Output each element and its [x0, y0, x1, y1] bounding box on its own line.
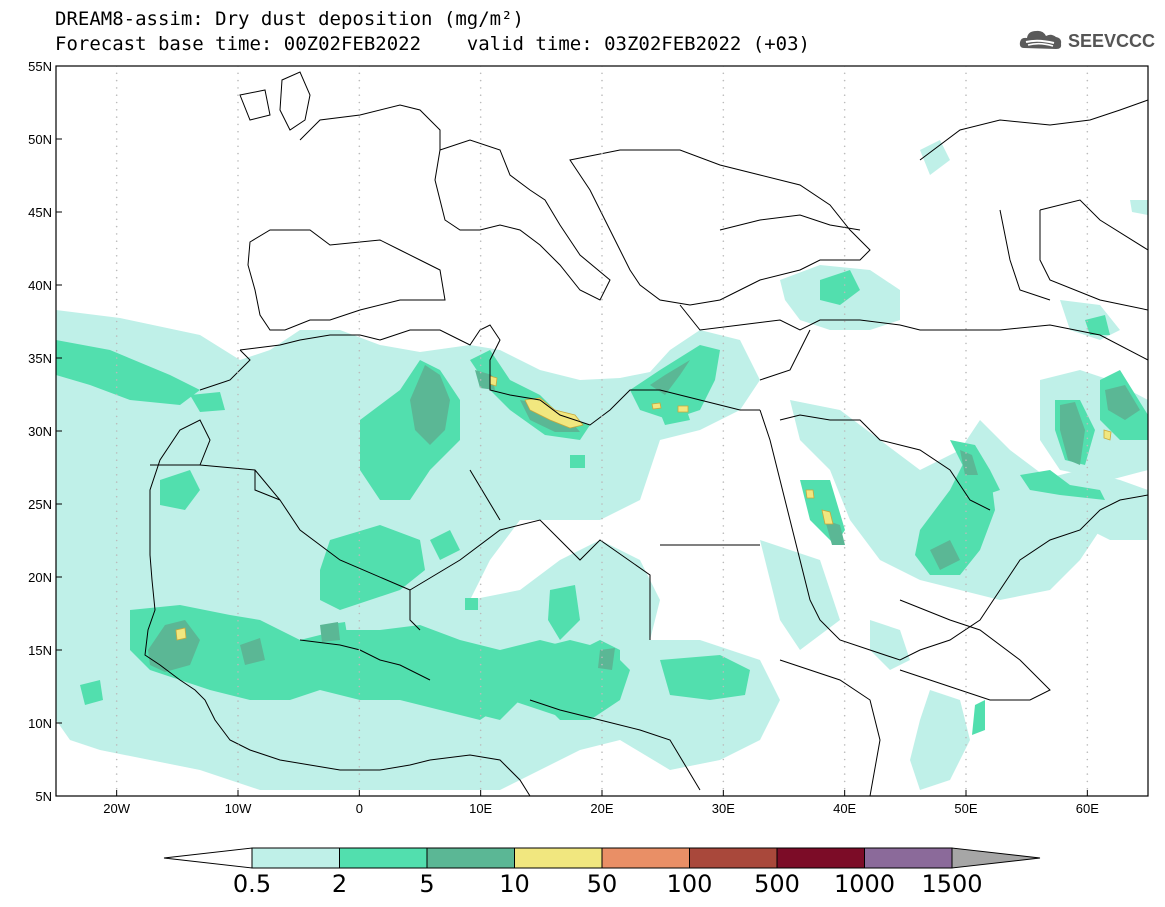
lat-tick-label: 20N: [28, 570, 52, 585]
coastlines-borders: [144, 71, 1148, 796]
lon-tick-label: 20E: [590, 801, 613, 816]
lat-tick-label: 45N: [28, 205, 52, 220]
lat-tick-label: 55N: [28, 59, 52, 74]
lon-tick-label: 10W: [225, 801, 252, 816]
colorbar-label: 2: [331, 870, 348, 898]
colorbar-bin: [426, 847, 515, 869]
colorbar-over-triangle: [951, 847, 1041, 869]
colorbar-label: 10: [499, 870, 530, 898]
graticule-dots: [115, 66, 1089, 796]
seevccc-logo: SEEVCCC: [1018, 26, 1155, 56]
lon-tick-label: 20W: [103, 801, 130, 816]
lat-tick-label: 15N: [28, 643, 52, 658]
colorbar-bin: [864, 847, 953, 869]
colorbar-label: 100: [666, 870, 713, 898]
lon-tick-label: 10E: [469, 801, 492, 816]
lon-tick-label: 30E: [712, 801, 735, 816]
colorbar-label: 50: [586, 870, 618, 898]
lat-tick-label: 30N: [28, 424, 52, 439]
logo-text: SEEVCCC: [1068, 30, 1156, 51]
colorbar-bin: [689, 847, 778, 869]
colorbar: [163, 847, 1041, 869]
colorbar-bin: [601, 847, 690, 869]
map-subtitle: Forecast base time: 00Z02FEB2022 valid t…: [55, 33, 810, 55]
lon-tick-label: 50E: [954, 801, 977, 816]
colorbar-label: 1000: [833, 870, 896, 898]
lat-tick-label: 50N: [28, 132, 52, 147]
colorbar-bin: [514, 847, 603, 869]
lon-tick-label: 60E: [1076, 801, 1099, 816]
lon-tick-label: 40E: [833, 801, 856, 816]
colorbar-label: 1500: [921, 870, 983, 898]
cloud-logo-icon: [1019, 30, 1062, 49]
deposition-level-4-areas: [175, 375, 1112, 641]
lat-tick-label: 40N: [28, 278, 52, 293]
colorbar-label: 0.5: [232, 870, 272, 898]
colorbar-under-triangle: [163, 847, 253, 869]
lat-tick-label: 35N: [28, 351, 52, 366]
lon-tick-label: 0: [356, 801, 363, 816]
map-title: DREAM8-assim: Dry dust deposition (mg/m²…: [55, 8, 524, 30]
colorbar-bin: [251, 847, 340, 869]
lat-tick-label: 25N: [28, 497, 52, 512]
lat-tick-label: 5N: [35, 789, 52, 804]
lat-tick-label: 10N: [28, 716, 52, 731]
latitude-axis: 55N 50N 45N 40N 35N 30N 25N 20N 15N 10N 5N: [28, 59, 62, 804]
longitude-axis: 20W 10W 0 10E 20E 30E 40E 50E 60E: [103, 790, 1099, 816]
colorbar-bin: [339, 847, 428, 869]
colorbar-label: 500: [754, 870, 800, 898]
colorbar-label: 5: [419, 870, 435, 898]
colorbar-bin: [776, 847, 865, 869]
